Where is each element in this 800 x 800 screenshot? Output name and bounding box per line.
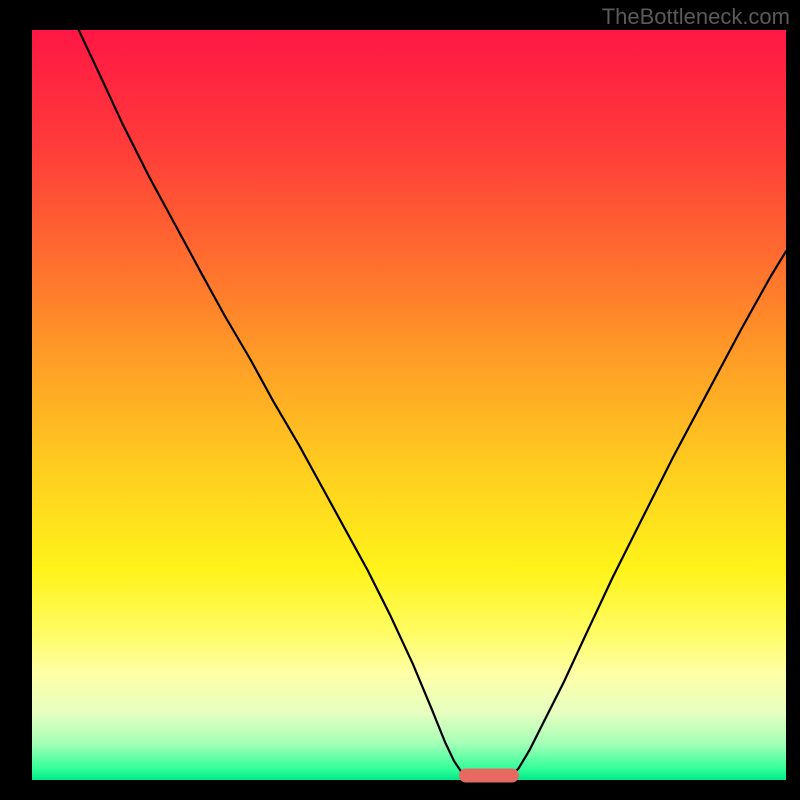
watermark-text: TheBottleneck.com bbox=[602, 4, 790, 30]
plot-background bbox=[32, 30, 786, 780]
optimal-marker bbox=[459, 769, 519, 783]
bottleneck-chart bbox=[0, 0, 800, 800]
chart-container: TheBottleneck.com bbox=[0, 0, 800, 800]
